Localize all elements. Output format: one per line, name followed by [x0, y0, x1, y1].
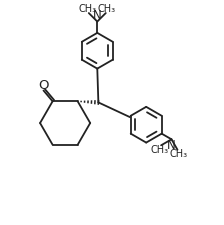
Text: N: N	[167, 139, 176, 152]
Text: CH₃: CH₃	[170, 149, 188, 159]
Text: CH₃: CH₃	[151, 145, 169, 155]
Text: CH₃: CH₃	[79, 4, 97, 14]
Text: N: N	[93, 9, 102, 22]
Text: O: O	[38, 79, 49, 92]
Text: CH₃: CH₃	[98, 4, 116, 14]
